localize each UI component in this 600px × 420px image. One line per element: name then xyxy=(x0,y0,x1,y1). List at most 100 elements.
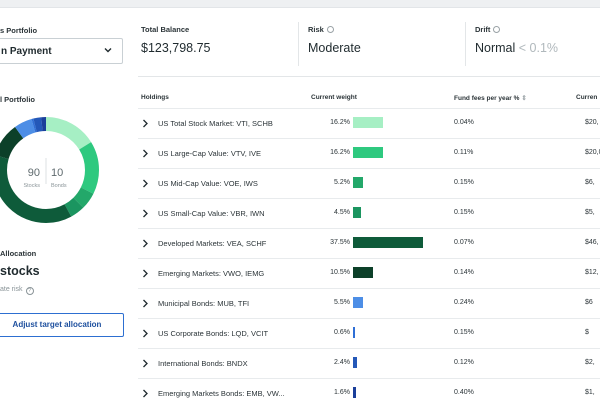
help-icon[interactable]: ? xyxy=(25,287,34,295)
holding-weight: 16.2% xyxy=(330,149,350,156)
portfolio-select-value: n Payment xyxy=(1,46,52,57)
holding-weight: 10.5% xyxy=(330,269,350,276)
adjust-target-allocation-button[interactable]: Adjust target allocation xyxy=(0,313,124,337)
weight-bar xyxy=(353,117,384,128)
holding-current-value: $6 xyxy=(585,299,593,306)
chevron-right-icon[interactable] xyxy=(142,119,149,128)
holding-weight: 4.5% xyxy=(334,209,350,216)
holding-weight: 16.2% xyxy=(330,119,350,126)
table-row[interactable]: Developed Markets: VEA, SCHF 37.5% 0.07% $4… xyxy=(138,228,600,258)
holding-fee: 0.24% xyxy=(454,299,474,306)
stocks-label: Stocks xyxy=(23,183,40,189)
holding-current-value: $20, xyxy=(585,119,599,126)
weight-bar xyxy=(353,357,358,368)
drift-label-text: Drift xyxy=(475,25,491,34)
target-allocation-value: stocks xyxy=(0,264,40,278)
table-row[interactable]: Emerging Markets Bonds: EMB, VW... 1.6% 0.… xyxy=(138,378,600,408)
drift-threshold: < 0.1% xyxy=(518,41,559,55)
risk-value: Moderate xyxy=(308,41,361,55)
weight-bar xyxy=(353,177,363,188)
table-row[interactable]: US Total Stock Market: VTI, SCHB 16.2% 0.0… xyxy=(138,108,600,138)
chevron-down-icon xyxy=(104,48,112,53)
holding-current-value: $20,0 xyxy=(585,149,600,156)
table-row[interactable]: Municipal Bonds: MUB, TFI 5.5% 0.24% $6 xyxy=(138,288,600,318)
holding-fee: 0.07% xyxy=(454,239,474,246)
holding-fee: 0.15% xyxy=(454,179,474,186)
table-row[interactable]: US Corporate Bonds: LQD, VCIT 0.6% 0.15% $ xyxy=(138,318,600,348)
target-risk-label: ate risk xyxy=(0,286,23,293)
holdings-header[interactable]: Holdings xyxy=(141,94,169,101)
total-balance-label: Total Balance xyxy=(141,25,190,34)
portfolio-select[interactable]: n Payment xyxy=(0,38,123,64)
donut-segment xyxy=(0,117,99,223)
target-risk-text: ate risk? xyxy=(0,286,34,295)
table-row[interactable]: US Small-Cap Value: VBR, IWN 4.5% 0.15% $5, xyxy=(138,198,600,228)
chevron-right-icon[interactable] xyxy=(142,389,149,398)
current-value-header[interactable]: Curren xyxy=(576,94,598,101)
fund-fees-header[interactable]: Fund fees per year % ⇕ xyxy=(454,94,527,102)
holding-fee: 0.11% xyxy=(454,149,474,156)
drift-help-icon[interactable] xyxy=(493,26,501,33)
chevron-right-icon[interactable] xyxy=(142,239,149,248)
holding-current-value: $6, xyxy=(585,179,595,186)
current-weight-header[interactable]: Current weight xyxy=(311,94,357,101)
total-balance-value: $123,798.75 xyxy=(141,41,211,55)
holding-current-value: $12, xyxy=(585,269,599,276)
weight-bar xyxy=(353,237,423,248)
holding-name: International Bonds: BNDX xyxy=(158,359,248,368)
holding-name: Developed Markets: VEA, SCHF xyxy=(158,239,267,248)
weight-bar xyxy=(353,267,373,278)
weight-bar xyxy=(353,147,384,158)
chevron-right-icon[interactable] xyxy=(142,269,149,278)
drift-value: Normal < 0.1% xyxy=(475,41,558,55)
holding-current-value: $1, xyxy=(585,389,595,396)
table-row[interactable]: US Mid-Cap Value: VOE, IWS 5.2% 0.15% $6, xyxy=(138,168,600,198)
chevron-right-icon[interactable] xyxy=(142,299,149,308)
risk-label-text: Risk xyxy=(308,25,324,34)
sort-icon: ⇕ xyxy=(521,95,527,102)
summary-divider xyxy=(298,22,299,66)
holding-current-value: $46, xyxy=(585,239,599,246)
chevron-right-icon[interactable] xyxy=(142,359,149,368)
holding-name: Emerging Markets Bonds: EMB, VW... xyxy=(158,389,285,398)
holding-name: US Small-Cap Value: VBR, IWN xyxy=(158,209,265,218)
bonds-count: 10 xyxy=(51,167,63,179)
chevron-right-icon[interactable] xyxy=(142,179,149,188)
holding-weight: 5.5% xyxy=(334,299,350,306)
donut-segment xyxy=(0,117,99,223)
table-row[interactable]: Emerging Markets: VWO, IEMG 10.5% 0.14% $12… xyxy=(138,258,600,288)
holding-name: Emerging Markets: VWO, IEMG xyxy=(158,269,265,278)
holdings-table: US Total Stock Market: VTI, SCHB 16.2% 0.0… xyxy=(138,108,600,408)
allocation-chart-label: l Portfolio xyxy=(0,95,35,104)
holding-current-value: $ xyxy=(585,329,589,336)
stocks-count: 90 xyxy=(28,167,40,179)
holding-weight: 1.6% xyxy=(334,389,350,396)
table-row[interactable]: International Bonds: BNDX 2.4% 0.12% $2, xyxy=(138,348,600,378)
holding-weight: 5.2% xyxy=(334,179,350,186)
chevron-right-icon[interactable] xyxy=(142,329,149,338)
risk-help-icon[interactable] xyxy=(326,26,334,33)
holding-name: US Large-Cap Value: VTV, IVE xyxy=(158,149,261,158)
holding-name: US Total Stock Market: VTI, SCHB xyxy=(158,119,273,128)
weight-bar xyxy=(353,297,364,308)
donut-segment xyxy=(0,117,99,223)
holding-current-value: $2, xyxy=(585,359,595,366)
holding-weight: 0.6% xyxy=(334,329,350,336)
holding-fee: 0.12% xyxy=(454,359,474,366)
holding-fee: 0.14% xyxy=(454,269,474,276)
summary-bottom-divider xyxy=(138,76,600,77)
holding-weight: 2.4% xyxy=(334,359,350,366)
holding-fee: 0.15% xyxy=(454,329,474,336)
risk-label: Risk xyxy=(308,25,334,34)
drift-status: Normal xyxy=(475,41,516,55)
table-row[interactable]: US Large-Cap Value: VTV, IVE 16.2% 0.11% $2… xyxy=(138,138,600,168)
allocation-donut-chart: 90 Stocks 10 Bonds xyxy=(0,117,99,223)
chevron-right-icon[interactable] xyxy=(142,149,149,158)
holding-fee: 0.15% xyxy=(454,209,474,216)
chevron-right-icon[interactable] xyxy=(142,209,149,218)
holding-name: Municipal Bonds: MUB, TFI xyxy=(158,299,250,308)
holding-current-value: $5, xyxy=(585,209,595,216)
bonds-label: Bonds xyxy=(51,183,67,189)
holding-name: US Corporate Bonds: LQD, VCIT xyxy=(158,329,269,338)
weight-bar xyxy=(353,387,356,398)
